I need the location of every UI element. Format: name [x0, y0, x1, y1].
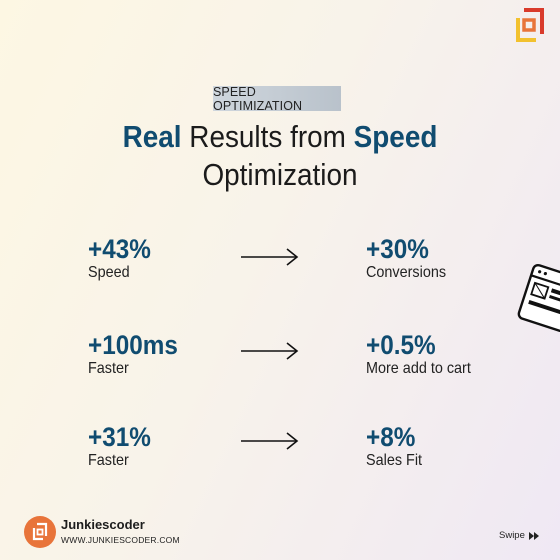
title-word-speed: Speed — [353, 119, 438, 154]
metric-label: Conversions — [366, 264, 447, 281]
title-line-2: Optimization — [202, 157, 358, 192]
swipe-label: Swipe — [499, 530, 525, 541]
arrow-right-icon — [241, 432, 299, 450]
metric-value: +100ms — [88, 330, 178, 360]
title-middle: Results from — [181, 119, 354, 154]
metric-left-1: +43% Speed — [88, 234, 258, 282]
metric-label: Faster — [88, 452, 129, 469]
metric-left-2: +100ms Faster — [88, 330, 258, 378]
metric-right-2: +0.5% More add to cart — [366, 330, 536, 378]
metric-label: Faster — [88, 360, 129, 377]
metric-right-1: +30% Conversions — [366, 234, 536, 282]
fast-forward-icon — [528, 531, 539, 540]
metric-value: +8% — [366, 422, 416, 452]
arrow-right-icon — [241, 342, 299, 360]
junkiescoder-logo — [516, 8, 544, 42]
page-title: Real Results from Speed Optimization — [28, 118, 532, 194]
metric-right-3: +8% Sales Fit — [366, 422, 536, 470]
metric-value: +31% — [88, 422, 151, 452]
browser-doodle-icon — [517, 263, 560, 332]
junkiescoder-logo-small-icon — [32, 522, 48, 541]
metric-value: +0.5% — [366, 330, 436, 360]
section-badge: SPEED OPTIMIZATION — [213, 85, 341, 113]
metric-value: +30% — [366, 234, 429, 264]
brand-name: Junkiescoder — [61, 517, 145, 532]
swipe-hint[interactable]: Swipe — [499, 530, 540, 541]
arrow-right-icon — [241, 248, 299, 266]
title-word-real: Real — [122, 119, 182, 154]
metric-label: Sales Fit — [366, 452, 423, 469]
metric-label: Speed — [88, 264, 130, 281]
brand-url: WWW.JUNKIESCODER.COM — [61, 535, 180, 545]
metric-label: More add to cart — [366, 360, 471, 377]
metric-value: +43% — [88, 234, 151, 264]
brand-logo — [24, 516, 56, 548]
metric-left-3: +31% Faster — [88, 422, 258, 470]
